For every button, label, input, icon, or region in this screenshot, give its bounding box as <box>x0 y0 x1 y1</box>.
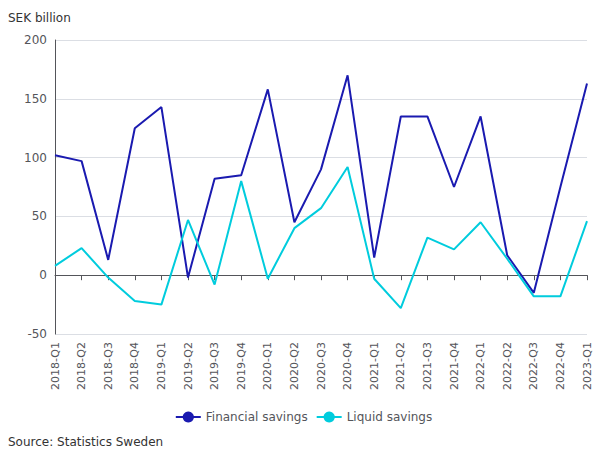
svg-text:Liquid savings: Liquid savings <box>347 410 433 424</box>
svg-text:Financial savings: Financial savings <box>206 410 308 424</box>
svg-text:2019-Q2: 2019-Q2 <box>182 342 195 390</box>
svg-text:2019-Q3: 2019-Q3 <box>208 342 221 390</box>
svg-text:2023-Q1: 2023-Q1 <box>581 342 594 390</box>
svg-text:150: 150 <box>24 92 47 106</box>
svg-text:2021-Q4: 2021-Q4 <box>448 342 461 390</box>
svg-text:2020-Q4: 2020-Q4 <box>341 342 354 390</box>
svg-text:2019-Q4: 2019-Q4 <box>235 342 248 390</box>
svg-text:2022-Q1: 2022-Q1 <box>474 342 487 390</box>
svg-text:Source: Statistics Sweden: Source: Statistics Sweden <box>8 435 163 449</box>
svg-text:50: 50 <box>32 209 47 223</box>
svg-text:0: 0 <box>39 268 47 282</box>
svg-text:200: 200 <box>24 33 47 47</box>
svg-text:2022-Q3: 2022-Q3 <box>527 342 540 390</box>
svg-text:2021-Q3: 2021-Q3 <box>421 342 434 390</box>
svg-text:-50: -50 <box>27 327 47 341</box>
svg-text:2018-Q3: 2018-Q3 <box>102 342 115 390</box>
svg-text:2020-Q3: 2020-Q3 <box>315 342 328 390</box>
svg-text:100: 100 <box>24 151 47 165</box>
svg-text:2021-Q1: 2021-Q1 <box>368 342 381 390</box>
svg-text:2020-Q2: 2020-Q2 <box>288 342 301 390</box>
svg-text:SEK billion: SEK billion <box>8 11 71 25</box>
svg-text:2018-Q2: 2018-Q2 <box>75 342 88 390</box>
svg-text:2018-Q1: 2018-Q1 <box>49 342 62 390</box>
svg-text:2018-Q4: 2018-Q4 <box>128 342 141 390</box>
svg-text:2022-Q2: 2022-Q2 <box>501 342 514 390</box>
svg-text:2019-Q1: 2019-Q1 <box>155 342 168 390</box>
svg-text:2020-Q1: 2020-Q1 <box>261 342 274 390</box>
svg-text:2022-Q4: 2022-Q4 <box>554 342 567 390</box>
svg-text:2021-Q2: 2021-Q2 <box>394 342 407 390</box>
